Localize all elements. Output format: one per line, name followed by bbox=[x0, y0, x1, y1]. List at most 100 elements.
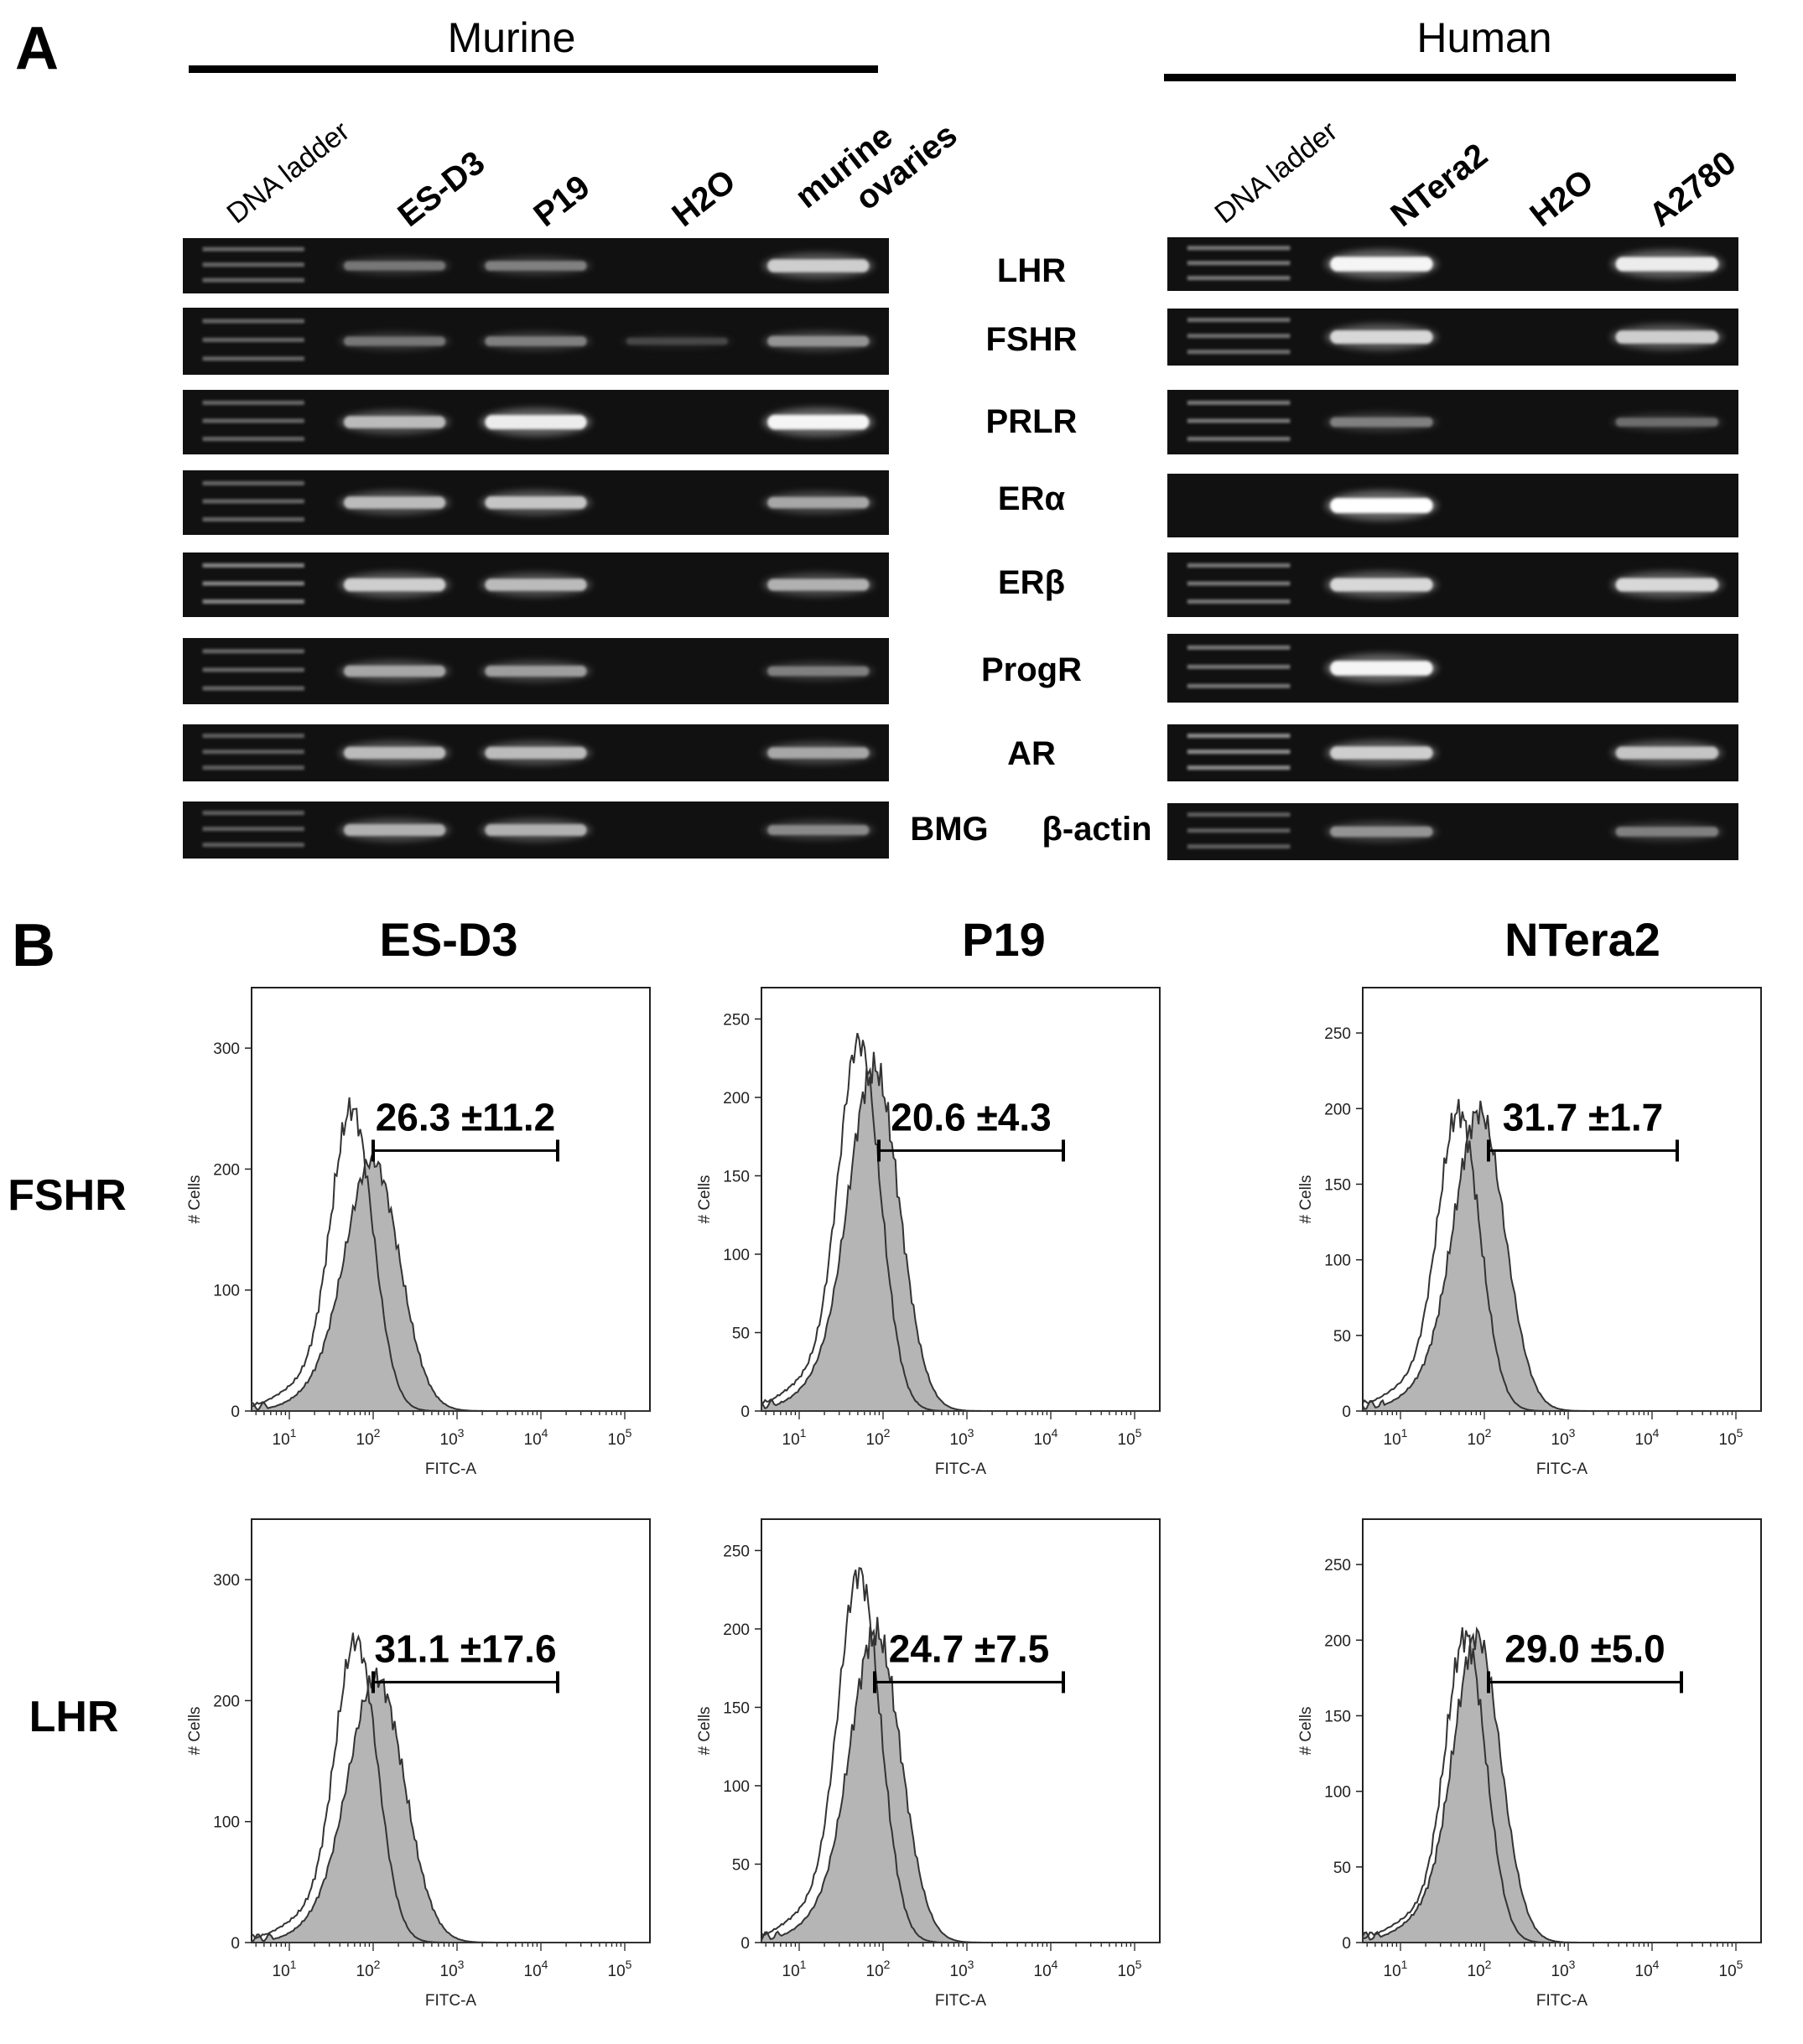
x-tick-label: 102 bbox=[356, 1958, 381, 1980]
y-tick-label: 0 bbox=[1342, 1403, 1351, 1421]
row-label-fshr: FSHR bbox=[8, 1171, 127, 1220]
lane-label-dna-ladder-human: DNA ladder bbox=[1209, 115, 1343, 230]
murine-group-rule bbox=[189, 65, 878, 73]
x-tick-label: 101 bbox=[273, 1958, 297, 1980]
gate-marker bbox=[1487, 1671, 1683, 1694]
ladder-band bbox=[202, 811, 304, 816]
isotype-control-histogram bbox=[761, 1032, 1160, 1412]
lane-label-a2780: A2780 bbox=[1642, 144, 1743, 234]
pcr-band bbox=[1615, 827, 1719, 837]
ladder-band bbox=[202, 563, 304, 568]
y-axis-label: # Cells bbox=[186, 1706, 204, 1755]
y-tick-label: 50 bbox=[1333, 1328, 1351, 1346]
gate-marker bbox=[877, 1139, 1065, 1162]
histogram-es-d3-fshr: 0 100 200 300 # Cells 101 102 103 104 105 FITC-A 26… bbox=[186, 987, 651, 1478]
y-tick-label: 250 bbox=[723, 1543, 750, 1560]
y-axis-label: # Cells bbox=[696, 1175, 714, 1223]
y-tick-label: 200 bbox=[1324, 1101, 1351, 1118]
pcr-band bbox=[1330, 498, 1433, 513]
human-group-rule bbox=[1164, 74, 1736, 81]
y-tick-label: 250 bbox=[1324, 1557, 1351, 1575]
pcr-band bbox=[1330, 746, 1433, 760]
pcr-band bbox=[343, 746, 446, 760]
ladder-band bbox=[202, 649, 304, 654]
gate-marker bbox=[1487, 1139, 1679, 1162]
gate-percentage-label: 31.1 ±17.6 bbox=[374, 1626, 556, 1670]
ladder-band bbox=[202, 686, 304, 691]
x-tick-label: 105 bbox=[608, 1958, 632, 1980]
pcr-band bbox=[767, 414, 870, 430]
y-tick-label: 150 bbox=[1324, 1176, 1351, 1194]
x-tick-label: 104 bbox=[1034, 1958, 1058, 1980]
lane-label-es-d3: ES-D3 bbox=[391, 144, 491, 234]
ladder-band bbox=[202, 480, 304, 485]
pcr-band bbox=[485, 666, 587, 677]
gel-strip-progr-murine bbox=[183, 638, 889, 704]
ladder-band bbox=[1187, 261, 1291, 266]
y-tick-label: 300 bbox=[213, 1040, 240, 1058]
x-tick-label: 104 bbox=[524, 1958, 548, 1980]
y-tick-label: 0 bbox=[740, 1935, 750, 1953]
ladder-band bbox=[1187, 664, 1291, 669]
ladder-band bbox=[202, 599, 304, 604]
gene-label-lhr: LHR bbox=[997, 252, 1066, 289]
ladder-band bbox=[202, 499, 304, 504]
pcr-band bbox=[485, 261, 587, 271]
pcr-band bbox=[1330, 661, 1433, 676]
y-tick-label: 150 bbox=[723, 1168, 750, 1185]
pcr-band bbox=[626, 337, 729, 345]
x-tick-label: 104 bbox=[1034, 1426, 1058, 1449]
x-tick-label: 102 bbox=[866, 1426, 891, 1449]
ladder-band bbox=[202, 667, 304, 672]
gate-marker bbox=[372, 1671, 559, 1694]
y-tick-label: 100 bbox=[1324, 1253, 1351, 1270]
lane-label-dna-ladder-murine: DNA ladder bbox=[221, 115, 356, 230]
ladder-band bbox=[202, 437, 304, 442]
isotype-control-histogram bbox=[1362, 1626, 1761, 1943]
y-tick-label: 0 bbox=[231, 1935, 240, 1953]
ladder-band bbox=[1187, 844, 1291, 849]
plot-frame bbox=[1362, 987, 1762, 1412]
x-tick-label: 103 bbox=[440, 1958, 465, 1980]
gel-strip-ar-human bbox=[1167, 724, 1738, 781]
pcr-band bbox=[343, 336, 446, 346]
y-tick-label: 150 bbox=[1324, 1708, 1351, 1725]
y-tick-label: 250 bbox=[1324, 1025, 1351, 1043]
histogram-ntera2-lhr: 0 50 100 150 200 250 # Cells 101 102 103 104 105 FIT… bbox=[1297, 1518, 1762, 2010]
ladder-band bbox=[1187, 437, 1291, 442]
human-gel-strips bbox=[1167, 237, 1738, 860]
ladder-band bbox=[202, 262, 304, 267]
gene-label-prlr: PRLR bbox=[986, 403, 1078, 440]
row-label-lhr: LHR bbox=[29, 1693, 119, 1741]
ladder-band bbox=[202, 319, 304, 324]
y-tick-label: 200 bbox=[213, 1693, 240, 1710]
lane-label-h2o-murine: H2O bbox=[665, 163, 742, 234]
pcr-band bbox=[343, 578, 446, 592]
ladder-band bbox=[202, 734, 304, 739]
x-tick-label: 103 bbox=[1551, 1958, 1576, 1980]
x-tick-label: 101 bbox=[782, 1958, 807, 1980]
y-axis-label: # Cells bbox=[1297, 1706, 1315, 1755]
histogram-p19-lhr: 0 50 100 150 200 250 # Cells 101 102 103 104 105 FIT… bbox=[696, 1518, 1161, 2010]
pcr-band bbox=[1330, 417, 1433, 428]
x-tick-label: 103 bbox=[950, 1426, 974, 1449]
ladder-band bbox=[202, 246, 304, 252]
isotype-control-histogram bbox=[251, 1097, 650, 1412]
x-tick-label: 104 bbox=[1635, 1958, 1660, 1980]
pcr-band bbox=[1615, 418, 1719, 427]
gate-percentage-label: 24.7 ±7.5 bbox=[889, 1626, 1050, 1670]
y-tick-label: 50 bbox=[732, 1856, 750, 1874]
x-axis-label: FITC-A bbox=[1536, 1460, 1588, 1478]
pcr-band bbox=[1330, 826, 1433, 838]
housekeeping-label-beta-actin: β-actin bbox=[1042, 811, 1151, 848]
lane-label-p19: P19 bbox=[527, 169, 596, 234]
gate-percentage-label: 31.7 ±1.7 bbox=[1503, 1095, 1664, 1139]
pcr-band bbox=[767, 666, 870, 677]
pcr-band bbox=[485, 578, 587, 591]
ladder-band bbox=[1187, 350, 1291, 355]
gel-strip-progr-human bbox=[1167, 634, 1738, 703]
gel-strip-fshr-murine bbox=[183, 308, 889, 375]
x-tick-label: 102 bbox=[356, 1426, 381, 1449]
x-tick-label: 103 bbox=[1551, 1426, 1576, 1449]
